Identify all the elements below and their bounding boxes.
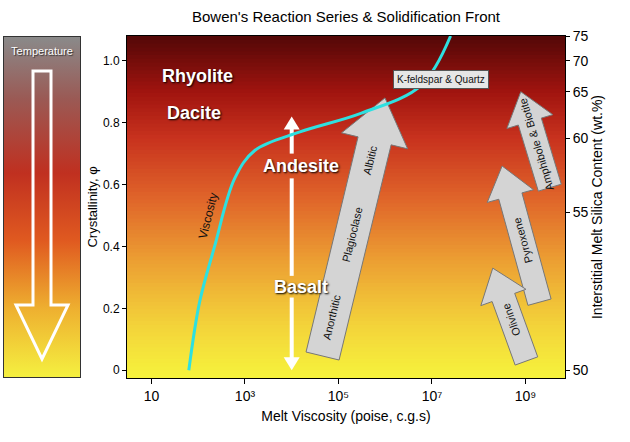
- svg-text:10: 10: [144, 388, 160, 404]
- html-text:Temperature: Temperature: [11, 45, 73, 57]
- svg-text:K-feldspar & Quartz: K-feldspar & Quartz: [397, 74, 485, 85]
- svg-text:50: 50: [573, 362, 589, 378]
- svg-text:Interstitial Melt Silica Conte: Interstitial Melt Silica Content (wt.%): [589, 95, 605, 319]
- svg-text:65: 65: [573, 84, 589, 100]
- svg-text:0: 0: [113, 363, 120, 377]
- svg-text:Viscosity: Viscosity: [196, 191, 221, 240]
- svg-text:Anorthitic: Anorthitic: [320, 293, 343, 341]
- svg-text:Melt Viscosity (poise, c.g.s): Melt Viscosity (poise, c.g.s): [261, 408, 430, 424]
- svg-text:Pyroxene: Pyroxene: [511, 216, 535, 264]
- svg-text:10⁵: 10⁵: [328, 388, 349, 404]
- svg-text:0.2: 0.2: [103, 302, 120, 316]
- svg-text:1.0: 1.0: [103, 54, 120, 68]
- svg-text:Albitic: Albitic: [361, 144, 380, 176]
- svg-text:Andesite: Andesite: [263, 156, 339, 176]
- svg-text:0.8: 0.8: [103, 116, 120, 130]
- svg-text:Crystallinity, φ: Crystallinity, φ: [85, 166, 100, 247]
- svg-text:Bowen's Reaction Series & Soli: Bowen's Reaction Series & Solidification…: [192, 8, 501, 25]
- svg-text:0.4: 0.4: [103, 240, 120, 254]
- svg-text:Rhyolite: Rhyolite: [162, 66, 233, 86]
- svg-text:10³: 10³: [235, 388, 256, 404]
- svg-text:75: 75: [573, 28, 589, 44]
- svg-text:Basalt: Basalt: [274, 277, 328, 297]
- svg-text:10⁷: 10⁷: [422, 388, 443, 404]
- svg-text:Amphibole & Biotite: Amphibole & Biotite: [517, 97, 556, 192]
- svg-text:Plagioclase: Plagioclase: [340, 206, 365, 264]
- svg-text:10⁹: 10⁹: [515, 388, 537, 404]
- svg-text:55: 55: [573, 204, 589, 220]
- svg-text:60: 60: [573, 130, 589, 146]
- svg-text:Dacite: Dacite: [167, 103, 221, 123]
- svg-text:70: 70: [573, 53, 589, 69]
- svg-text:Olivine: Olivine: [500, 302, 523, 338]
- svg-text:0.6: 0.6: [103, 178, 120, 192]
